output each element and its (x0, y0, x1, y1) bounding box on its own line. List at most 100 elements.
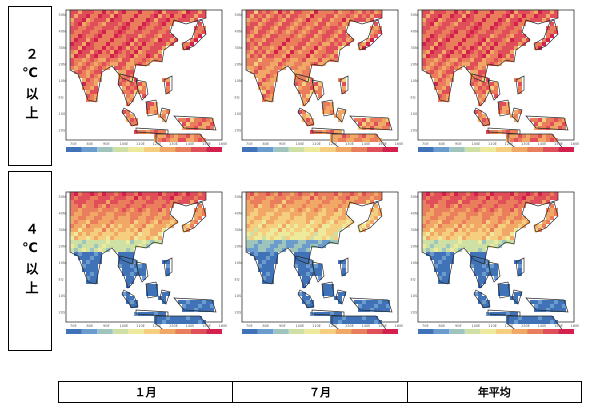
longitude-tick: 120E (505, 324, 514, 328)
coastline (163, 257, 173, 277)
coastline (511, 107, 523, 123)
coastline (163, 75, 173, 95)
map-2c-annual: 70E 80E 90E 100E 110E 120E 130E 140E 150E 160E 50N… (410, 6, 580, 156)
longitude-tick: 100E (472, 324, 481, 328)
longitude-tick: 70E (70, 142, 77, 146)
latitude-tick: 10S (235, 294, 242, 298)
coastline (135, 79, 149, 101)
latitude-tick: 30N (235, 228, 242, 232)
coastline (297, 289, 315, 309)
longitude-tick: 70E (246, 142, 253, 146)
longitude-tick: 90E (279, 142, 286, 146)
longitude-tick: 140E (538, 324, 547, 328)
longitude-tick: 90E (103, 324, 110, 328)
longitude-tick: 110E (312, 324, 321, 328)
latitude-tick: EQ (59, 278, 64, 282)
longitude-tick: 100E (120, 324, 129, 328)
latitude-tick: 20S (59, 311, 66, 315)
row-label-4c-text: ４℃以上 (22, 222, 38, 300)
temperature-grid (246, 10, 390, 142)
coastline (245, 9, 383, 103)
longitude-tick: 130E (169, 324, 178, 328)
coastline (339, 257, 349, 277)
latitude-tick: 50N (411, 13, 418, 17)
coastline (497, 281, 511, 299)
latitude-tick: 10N (411, 261, 418, 265)
longitude-tick: 150E (202, 142, 211, 146)
coastline (121, 289, 139, 309)
longitude-tick: 140E (538, 142, 547, 146)
latitude-tick: 40N (411, 30, 418, 34)
coastline (181, 19, 207, 51)
latitude-tick: 10N (59, 79, 66, 83)
latitude-tick: 10N (411, 79, 418, 83)
coastline (357, 201, 383, 233)
coastline (487, 79, 501, 101)
latitude-tick: 50N (235, 195, 242, 199)
latitude-tick: 50N (235, 13, 242, 17)
coastline (335, 107, 347, 123)
map-4c-july: 70E 80E 90E 100E 110E 120E 130E 140E 150E 160E 50N… (234, 188, 404, 338)
column-label-bar: １月 ７月 年平均 (58, 381, 582, 403)
longitude-tick: 110E (488, 324, 497, 328)
latitude-tick: 10S (235, 112, 242, 116)
latitude-tick: 50N (411, 195, 418, 199)
coastline (135, 261, 149, 283)
coastline (145, 99, 159, 117)
latitude-tick: 20S (411, 311, 418, 315)
latitude-tick: EQ (411, 278, 416, 282)
longitude-tick: 90E (103, 142, 110, 146)
map-2c-july: 70E 80E 90E 100E 110E 120E 130E 140E 150E 160E 50N… (234, 6, 404, 156)
map-4c-annual: 70E 80E 90E 100E 110E 120E 130E 140E 150E 160E 50N… (410, 188, 580, 338)
longitude-tick: 160E (571, 142, 580, 146)
longitude-tick: 160E (571, 324, 580, 328)
latitude-tick: 20S (235, 311, 242, 315)
longitude-tick: 80E (439, 324, 446, 328)
longitude-tick: 80E (87, 142, 94, 146)
longitude-tick: 90E (455, 324, 462, 328)
latitude-tick: EQ (59, 96, 64, 100)
longitude-tick: 120E (153, 324, 162, 328)
color-scale-bar (242, 147, 398, 152)
longitude-tick: 100E (120, 142, 129, 146)
latitude-tick: 20N (235, 245, 242, 249)
color-scale-bar (66, 329, 222, 334)
longitude-tick: 150E (554, 324, 563, 328)
coastline (497, 99, 511, 117)
column-label-annual: 年平均 (477, 386, 511, 399)
longitude-tick: 120E (329, 142, 338, 146)
longitude-tick: 160E (395, 142, 404, 146)
latitude-tick: EQ (235, 278, 240, 282)
latitude-tick: 40N (411, 212, 418, 216)
color-scale-bar (242, 329, 398, 334)
longitude-tick: 70E (422, 324, 429, 328)
latitude-tick: 50N (59, 13, 66, 17)
coastline (173, 297, 217, 313)
longitude-tick: 130E (345, 324, 354, 328)
latitude-tick: 30N (59, 46, 66, 50)
longitude-tick: 100E (296, 324, 305, 328)
column-label-january: １月 (59, 382, 234, 402)
longitude-tick: 80E (87, 324, 94, 328)
longitude-tick: 130E (521, 142, 530, 146)
longitude-tick: 120E (329, 324, 338, 328)
latitude-tick: 10S (411, 294, 418, 298)
color-scale-bar (66, 147, 222, 152)
longitude-tick: 100E (472, 142, 481, 146)
latitude-tick: 10N (59, 261, 66, 265)
coastline (357, 19, 383, 51)
latitude-tick: 20N (59, 63, 66, 67)
longitude-tick: 110E (312, 142, 321, 146)
coastline (69, 9, 207, 103)
longitude-tick: 120E (153, 142, 162, 146)
temperature-grid (422, 10, 566, 142)
latitude-tick: 20N (411, 63, 418, 67)
latitude-tick: 30N (411, 228, 418, 232)
latitude-tick: 20N (235, 63, 242, 67)
temperature-grid (70, 10, 214, 142)
coastline (533, 19, 559, 51)
longitude-tick: 70E (70, 324, 77, 328)
coastline (339, 75, 349, 95)
latitude-tick: EQ (235, 96, 240, 100)
coastline (515, 257, 525, 277)
